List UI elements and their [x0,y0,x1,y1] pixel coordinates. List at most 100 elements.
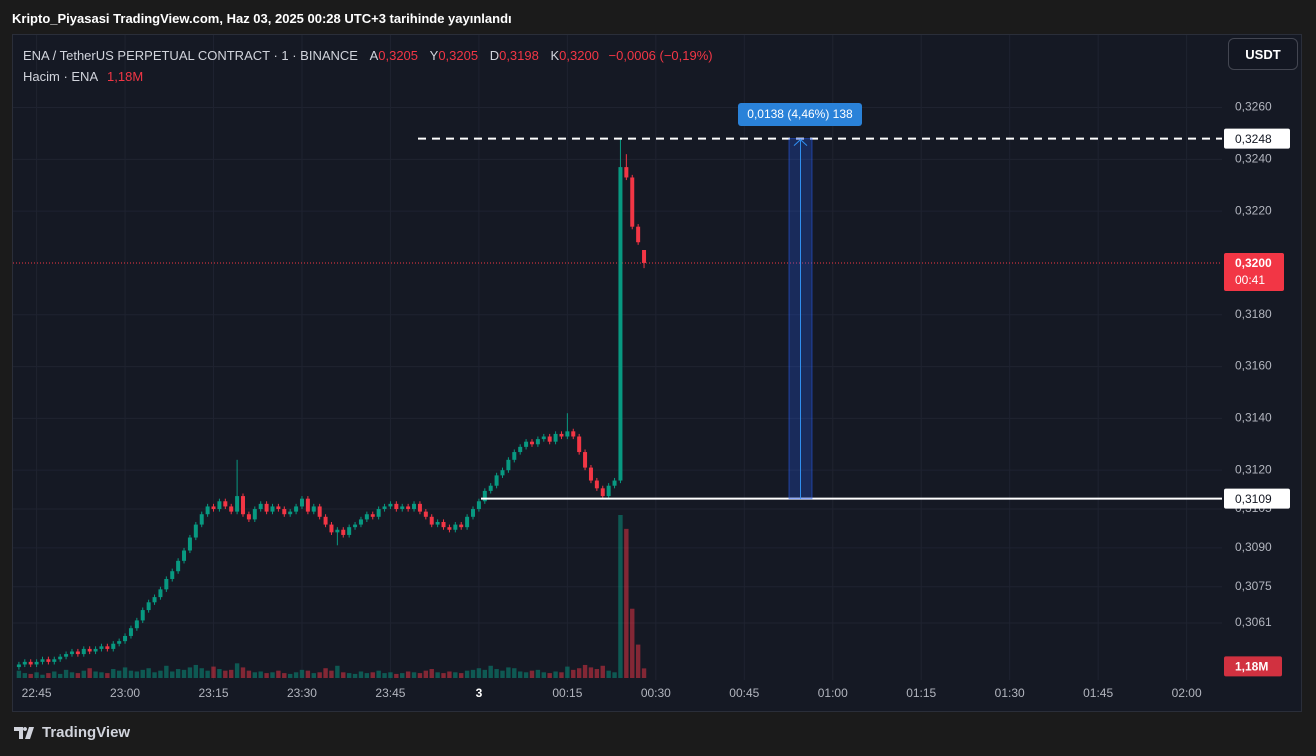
volume-bar [547,673,552,678]
currency-button[interactable]: USDT [1228,38,1298,70]
volume-bar [105,673,110,678]
candle-body [64,654,69,657]
candle-body [577,436,582,453]
candle-body [588,467,593,481]
candle-body [341,529,346,535]
volume-bar [382,673,387,678]
volume-bar [470,669,476,678]
volume-bar [264,673,269,678]
candle-body [223,501,228,507]
candle-body [152,597,157,603]
candle-body [447,527,452,530]
candle-body [34,661,39,665]
volume-bar [199,668,204,678]
volume-bar [134,671,140,678]
candle-body [158,589,163,598]
volume-bar [276,670,281,678]
volume-bar [417,673,423,678]
y-tick-label: 0,3180 [1235,307,1272,321]
candle-body [270,506,275,512]
ohlc-value: 0,3205 [438,48,479,63]
volume-bar [612,672,617,678]
x-tick-label: 23:15 [199,686,229,700]
volume-bar [63,669,69,678]
candle-body [630,177,635,227]
volume-bar [87,668,92,678]
y-tick-label: 0,3220 [1235,203,1272,217]
candle-body [335,529,340,533]
volume-bar [28,673,33,678]
volume-bar [364,673,370,678]
volume-bar [140,669,145,678]
candle-body [547,436,552,442]
last-price-box [1224,252,1284,291]
volume-bar [52,671,57,678]
candle-body [299,498,304,507]
volume-bar [576,668,582,678]
candle-body [382,506,387,510]
volume-bar [223,670,228,678]
volume-bar [111,669,116,678]
candle-body [394,503,399,510]
volume-bar [394,673,399,678]
candle-body [571,431,576,437]
candle-body [93,648,98,652]
y-tick-label: 0,3075 [1235,579,1272,593]
volume-bar [34,672,39,678]
volume-title: Hacim · ENA [23,69,98,84]
volume-bar [506,667,511,678]
candle-body [512,452,517,460]
volume-bar [175,669,181,678]
volume-bar [512,668,517,678]
price-label-box [1224,128,1290,149]
footer: TradingView [14,724,130,741]
volume-bar [22,673,27,678]
candle-body [594,480,599,489]
volume-bar [205,670,210,678]
volume-bar [181,669,187,678]
candle-body [370,514,375,517]
volume-bar [482,669,488,678]
volume-bar [453,672,458,678]
volume-bar [193,664,199,678]
candle-body [400,506,405,510]
candle-body [264,503,269,512]
volume-bar [358,671,364,678]
candle-body [406,506,411,510]
y-tick-label: 0,3240 [1235,152,1272,166]
candle-body [353,524,358,528]
candle-body [600,488,605,497]
candle-body [99,646,104,649]
x-tick-label: 01:45 [1083,686,1113,700]
candle-body [376,509,381,517]
volume-bar [400,673,405,678]
candle-body [364,514,369,520]
candle-body [317,506,322,517]
x-tick-label: 23:00 [110,686,140,700]
candle-body [412,503,417,510]
volume-bar [57,673,63,678]
volume-label-box [1224,656,1282,677]
measure-label: 0,0138 (4,46%) 138 [747,107,853,121]
volume-bar [240,667,246,678]
chart-frame [12,34,1302,712]
volume-bar [435,672,440,678]
candle-body [471,509,476,517]
volume-bar [641,668,647,678]
ohlc-value: 0,3198 [499,48,539,63]
volume-bar [405,671,411,678]
volume-bar [370,672,375,678]
candle-body [465,516,470,528]
ohlc-value: 0,3200 [559,48,599,63]
volume-bar [158,670,163,678]
candle-body [606,485,611,497]
volume-bar [335,665,340,678]
volume-bar [293,672,299,678]
price-label: 0,3248 [1235,132,1272,146]
candle-body [506,459,511,471]
candle-body [211,506,216,510]
volume-bar [81,670,86,678]
volume-bar [600,665,605,678]
volume-bar [305,670,311,678]
